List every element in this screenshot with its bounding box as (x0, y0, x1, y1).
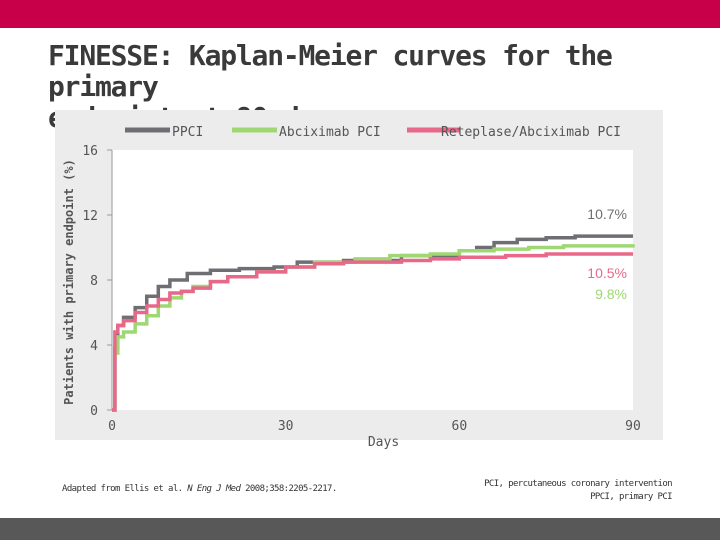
x-tick-label: 90 (625, 419, 641, 434)
reference-suffix: 2008;358:2205-2217. (240, 484, 337, 494)
y-axis-label: Patients with primary endpoint (%) (62, 159, 76, 405)
x-tick-label: 0 (108, 419, 116, 434)
y-tick-label: 4 (90, 339, 98, 354)
y-tick-label: 16 (82, 144, 98, 159)
reference-prefix: Adapted from Ellis et al. (62, 484, 188, 494)
end-value-label: 10.5% (587, 265, 627, 281)
series-line (112, 234, 633, 412)
series-line (112, 252, 633, 412)
plot-background (112, 150, 633, 410)
page-title-line-1: FINESSE: Kaplan-Meier curves for the pri… (48, 39, 613, 103)
plot-area (112, 150, 633, 410)
x-axis-label: Days (368, 435, 399, 450)
series-layer (112, 234, 635, 412)
axes: 0 4 8 12 16 0 30 60 90 Days Patients with primary … (62, 144, 641, 450)
y-tick-label: 12 (82, 209, 98, 224)
reference-journal: N Eng J Med (187, 484, 241, 494)
end-labels: 10.7% 10.5% 9.8% (587, 206, 627, 302)
abbreviation-ppci: PPCI, primary PCI (590, 492, 673, 502)
x-tick-label: 60 (452, 419, 468, 434)
bottom-bar (0, 518, 720, 540)
legend-label: PPCI (172, 125, 203, 140)
legend-label: Reteplase/Abciximab PCI (441, 125, 621, 140)
reference-note: Adapted from Ellis et al. N Eng J Med 20… (62, 484, 337, 494)
end-value-label: 10.7% (587, 206, 627, 222)
abbreviations-note: PCI, percutaneous coronary intervention … (484, 478, 673, 504)
legend-label: Abciximab PCI (279, 125, 381, 140)
top-accent-bar (0, 0, 720, 28)
end-value-label: 9.8% (595, 286, 627, 302)
x-tick-label: 30 (278, 419, 294, 434)
legend: PPCI Abciximab PCI Reteplase/Abciximab PCI (125, 125, 621, 140)
y-tick-label: 0 (90, 404, 98, 419)
abbreviation-pci: PCI, percutaneous coronary intervention (484, 479, 673, 489)
y-tick-label: 8 (90, 274, 98, 289)
